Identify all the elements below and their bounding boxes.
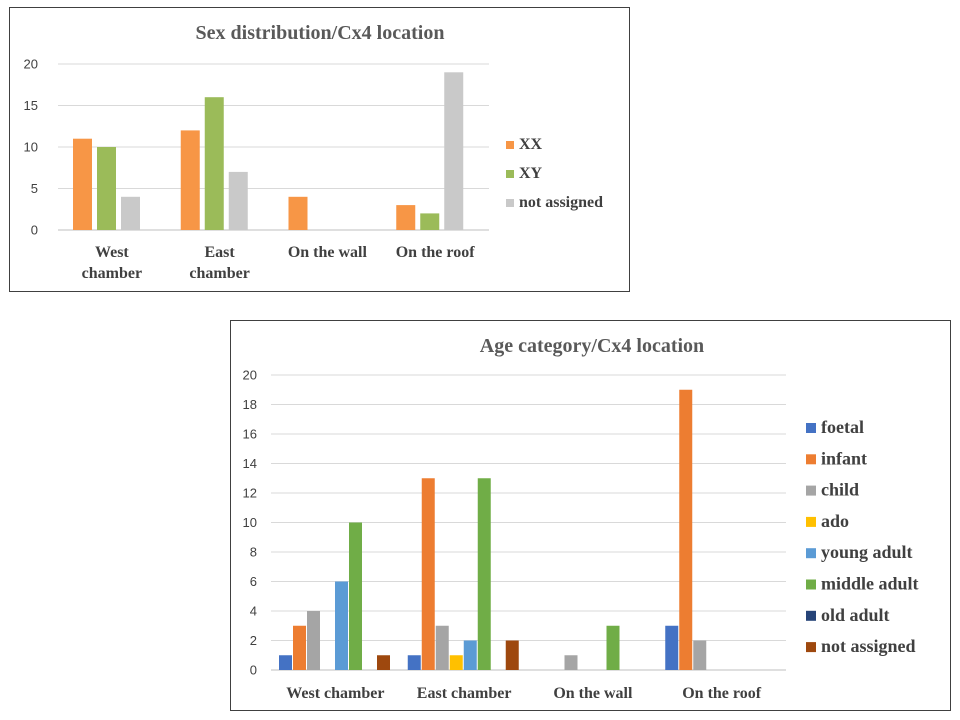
legend-swatch: [806, 642, 816, 653]
bar: [180, 130, 200, 230]
legend-swatch: [506, 170, 514, 178]
legend-swatch: [806, 548, 816, 559]
bar: [335, 581, 348, 670]
bar: [449, 655, 463, 670]
y-tick-label: 0: [31, 223, 38, 238]
sex-distribution-chart-panel: Sex distribution/Cx4 location 0 5 10 15 20 Wes…: [9, 7, 630, 292]
x-tick-label: On the roof: [682, 685, 761, 702]
x-tick-label: East chamber: [417, 685, 512, 702]
x-tick-label: On the wall: [553, 685, 633, 702]
legend-label: child: [821, 480, 859, 500]
y-tick-label: 4: [250, 604, 257, 619]
bar: [407, 655, 421, 670]
x-tick-label: chamber: [189, 265, 249, 282]
bar: [377, 655, 390, 670]
y-tick-label: 15: [24, 98, 38, 113]
bar: [606, 625, 620, 670]
legend-swatch: [806, 516, 816, 527]
y-tick-label: 6: [250, 574, 257, 589]
legend-swatch: [506, 199, 514, 207]
legend-swatch: [806, 610, 816, 621]
x-tick-label: West: [95, 244, 129, 261]
age-category-chart-panel: Age category/Cx4 location 0 2 4 6 8 10 12 14 16 18…: [230, 320, 951, 711]
legend-label: infant: [821, 448, 867, 468]
legend-label: old adult: [821, 605, 890, 625]
legend-swatch: [806, 579, 816, 590]
bar: [693, 640, 707, 670]
y-tick-label: 2: [250, 633, 257, 648]
bar: [435, 625, 449, 670]
y-tick-label: 0: [250, 663, 257, 678]
y-tick-label: 8: [250, 545, 257, 560]
x-tick-label: East: [205, 244, 236, 261]
bar: [420, 213, 440, 230]
y-tick-label: 20: [243, 368, 257, 383]
legend-label: middle adult: [821, 574, 919, 594]
x-tick-label: On the wall: [288, 244, 368, 261]
y-tick-label: 16: [243, 427, 257, 442]
legend-label: not assigned: [519, 194, 603, 211]
y-tick-label: 10: [243, 515, 257, 530]
y-tick-label: 10: [24, 140, 38, 155]
bar: [421, 478, 435, 670]
legend-label: young adult: [821, 542, 913, 562]
bar: [97, 147, 116, 230]
legend-swatch: [806, 485, 816, 496]
legend-label: foetal: [821, 417, 864, 437]
bar: [279, 655, 292, 670]
legend-label: not assigned: [821, 636, 916, 656]
bar: [288, 196, 308, 230]
x-tick-label: chamber: [82, 265, 142, 282]
chart-title: Age category/Cx4 location: [480, 335, 704, 357]
bar: [307, 611, 320, 670]
legend-swatch: [806, 423, 816, 433]
bar: [463, 640, 477, 670]
legend-swatch: [806, 454, 816, 465]
bar: [679, 389, 693, 670]
y-tick-label: 14: [243, 456, 257, 471]
bar: [505, 640, 519, 670]
legend-label: ado: [821, 511, 849, 531]
legend-swatch: [506, 141, 514, 149]
legend-label: XY: [519, 165, 543, 182]
y-tick-label: 12: [243, 486, 257, 501]
y-tick-label: 20: [24, 57, 38, 72]
bar: [444, 72, 464, 230]
legend-label: XX: [519, 136, 543, 153]
bar: [396, 205, 416, 230]
bar: [477, 478, 491, 670]
x-tick-label: West chamber: [286, 685, 384, 702]
bar: [121, 196, 140, 230]
y-tick-label: 5: [31, 181, 38, 196]
age-category-chart: Age category/Cx4 location 0 2 4 6 8 10 12 14 16 18…: [243, 335, 919, 702]
bar: [349, 522, 362, 670]
sex-distribution-chart: Sex distribution/Cx4 location 0 5 10 15 20 Wes…: [24, 22, 604, 282]
y-tick-label: 18: [243, 397, 257, 412]
x-tick-label: On the roof: [396, 244, 475, 261]
bar: [204, 97, 224, 230]
bar: [228, 171, 248, 230]
bar: [293, 625, 306, 670]
bar: [665, 625, 679, 670]
bar: [73, 138, 92, 230]
chart-title: Sex distribution/Cx4 location: [196, 22, 445, 44]
bar: [564, 655, 578, 670]
